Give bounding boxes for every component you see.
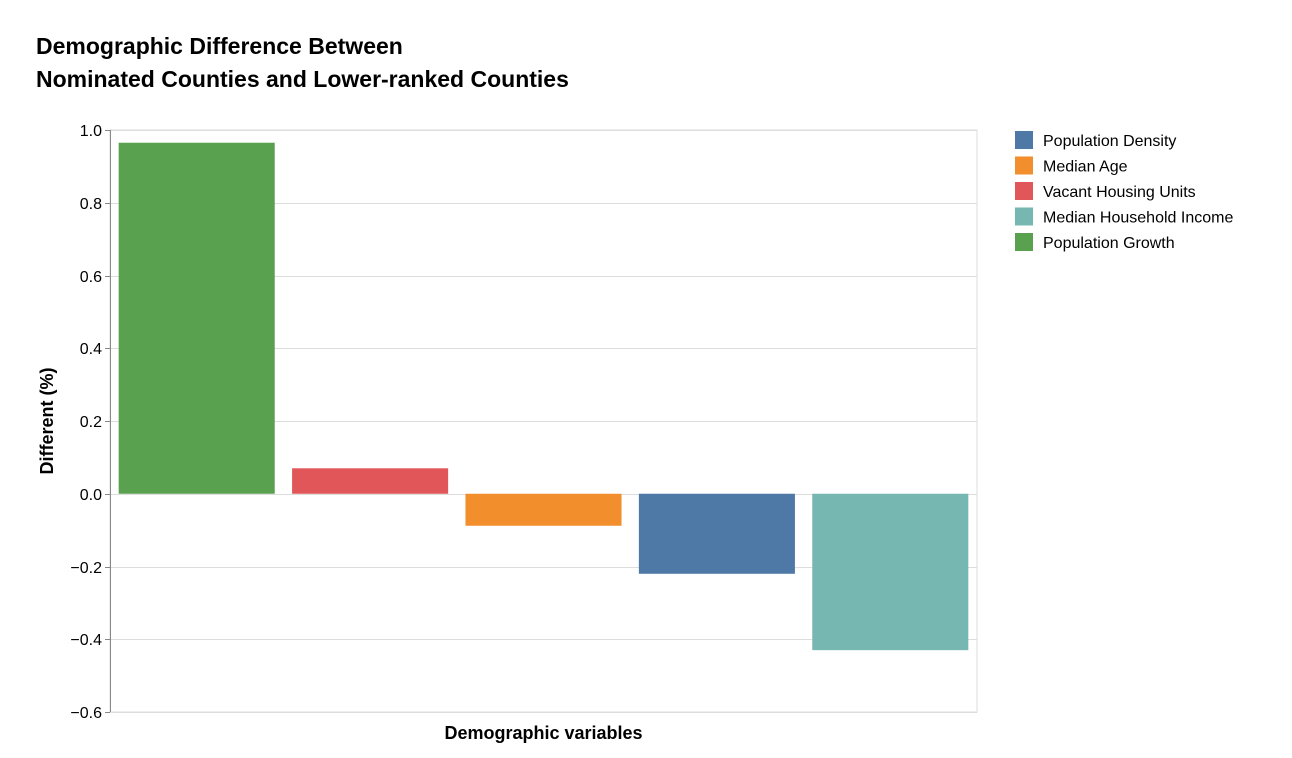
legend-swatch [1015,156,1033,175]
chart-title-line-2: Nominated Counties and Lower-ranked Coun… [36,66,569,92]
chart-title-line-1: Demographic Difference Between [36,33,403,59]
bar-median-age [465,493,622,526]
legend-swatch [1015,131,1033,149]
bars [118,142,969,651]
legend-label: Population Density [1043,133,1176,150]
bar-population-growth [118,142,275,494]
y-tick-label: −0.2 [70,560,102,577]
legend-label: Population Growth [1043,235,1175,252]
legend-swatch [1015,207,1033,226]
legend-label: Median Household Income [1043,210,1233,227]
y-tick-label: 0.6 [80,269,102,286]
bar-population-density [638,493,795,574]
legend-swatch [1015,233,1033,251]
y-tick-label: 0.4 [80,341,102,358]
y-tick-label: −0.6 [70,705,102,722]
bar-median-household-income [812,493,969,651]
y-tick-label: 0.2 [80,414,102,431]
y-tick-label: −0.4 [70,632,102,649]
legend: Population Density Median Age Vacant Housi… [1015,131,1233,252]
y-axis: 1.0 0.8 0.6 0.4 0.2 0.0 −0.2 −0.4 −0.6 [70,123,111,722]
legend-label: Median Age [1043,159,1128,176]
y-axis-title: Different (%) [37,367,57,474]
y-tick-label: 0.8 [80,196,102,213]
y-tick-label: 0.0 [80,487,102,504]
y-tick-label: 1.0 [80,123,102,140]
chart-title: Demographic Difference Between Nominated… [36,33,569,92]
legend-label: Vacant Housing Units [1043,184,1196,201]
legend-swatch [1015,182,1033,200]
x-axis-title: Demographic variables [444,723,642,743]
bar-vacant-housing-units [292,468,449,494]
